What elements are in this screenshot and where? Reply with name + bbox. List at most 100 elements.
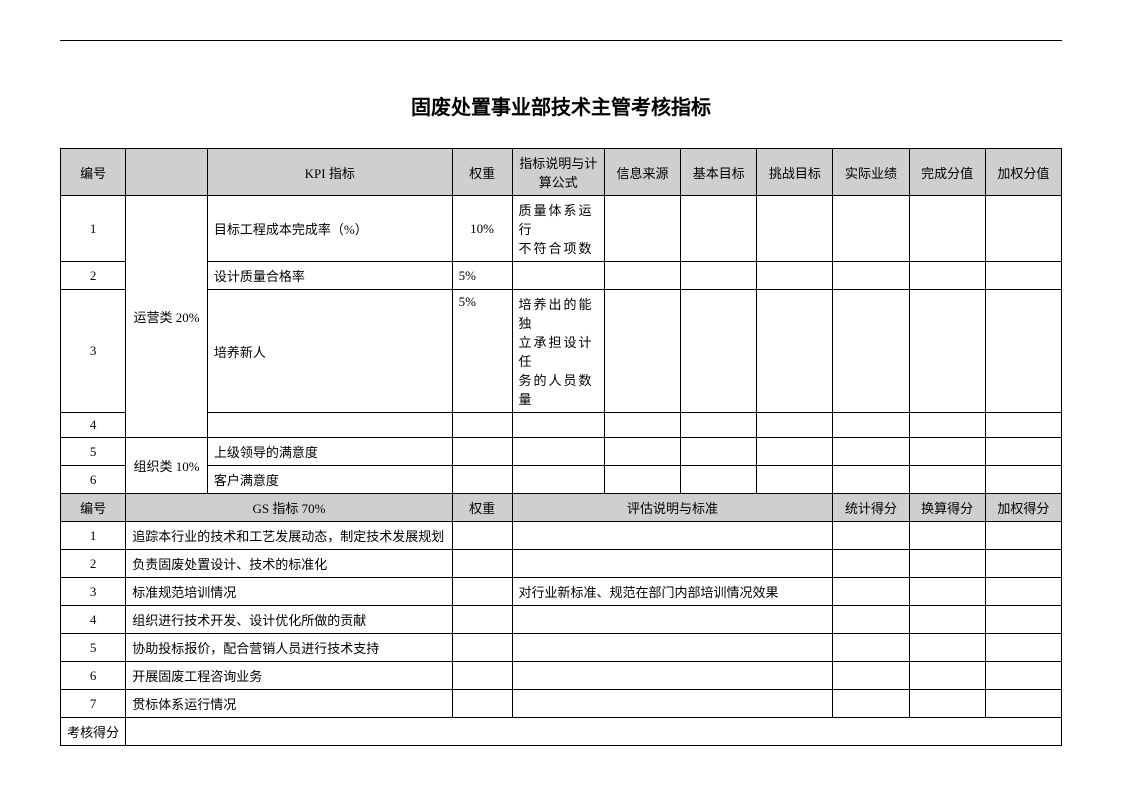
table-row: 3 标准规范培训情况 对行业新标准、规范在部门内部培训情况效果 <box>61 578 1062 606</box>
table-row: 4 <box>61 413 1062 438</box>
table-row: 7 贯标体系运行情况 <box>61 690 1062 718</box>
kpi-h-formula: 指标说明与计 算公式 <box>512 149 604 196</box>
table-row: 2 设计质量合格率 5% <box>61 262 1062 290</box>
gs-2-w <box>985 550 1061 578</box>
category-organization: 组织类 10% <box>126 438 208 494</box>
gs-7-stat <box>833 690 909 718</box>
gs-2-conv <box>909 550 985 578</box>
kpi-6-act <box>833 466 909 494</box>
footer-label: 考核得分 <box>61 718 126 746</box>
kpi-4-num: 4 <box>61 413 126 438</box>
kpi-5-weight <box>452 438 512 466</box>
kpi-6-score <box>909 466 985 494</box>
kpi-5-num: 5 <box>61 438 126 466</box>
table-row: 1 追踪本行业的技术和工艺发展动态，制定技术发展规划 <box>61 522 1062 550</box>
gs-7-weight <box>452 690 512 718</box>
gs-1-conv <box>909 522 985 550</box>
gs-7-conv <box>909 690 985 718</box>
kpi-1-src <box>604 196 680 262</box>
kpi-2-src <box>604 262 680 290</box>
table-row: 5 组织类 10% 上级领导的满意度 <box>61 438 1062 466</box>
kpi-4-basic <box>681 413 757 438</box>
kpi-3-basic <box>681 290 757 413</box>
kpi-4-metric <box>207 413 452 438</box>
kpi-h-metric: KPI 指标 <box>207 149 452 196</box>
kpi-3-desc: 培养出的能独 立承担设计任 务的人员数量 <box>512 290 604 413</box>
kpi-h-source: 信息来源 <box>604 149 680 196</box>
table-row: 5 协助投标报价，配合营销人员进行技术支持 <box>61 634 1062 662</box>
kpi-h-basic: 基本目标 <box>681 149 757 196</box>
gs-3-metric: 标准规范培训情况 <box>126 578 452 606</box>
gs-h-stat: 统计得分 <box>833 494 909 522</box>
gs-7-w <box>985 690 1061 718</box>
gs-3-stat <box>833 578 909 606</box>
kpi-6-num: 6 <box>61 466 126 494</box>
gs-2-metric: 负责固废处置设计、技术的标准化 <box>126 550 452 578</box>
kpi-h-num: 编号 <box>61 149 126 196</box>
kpi-h-formula-l1: 指标说明与计 <box>519 156 597 171</box>
gs-3-w <box>985 578 1061 606</box>
kpi-4-act <box>833 413 909 438</box>
kpi-2-desc <box>512 262 604 290</box>
kpi-2-basic <box>681 262 757 290</box>
kpi-1-weight: 10% <box>452 196 512 262</box>
table-row: 1 运营类 20% 目标工程成本完成率（%） 10% 质量体系运行 不符合项数 <box>61 196 1062 262</box>
kpi-h-actual: 实际业绩 <box>833 149 909 196</box>
gs-h-num: 编号 <box>61 494 126 522</box>
kpi-4-chal <box>757 413 833 438</box>
gs-4-weight <box>452 606 512 634</box>
kpi-1-desc: 质量体系运行 不符合项数 <box>512 196 604 262</box>
gs-1-w <box>985 522 1061 550</box>
gs-3-weight <box>452 578 512 606</box>
gs-h-weighted: 加权得分 <box>985 494 1061 522</box>
kpi-4-src <box>604 413 680 438</box>
kpi-1-desc-l2: 不符合项数 <box>519 241 594 256</box>
gs-1-num: 1 <box>61 522 126 550</box>
kpi-header-row: 编号 KPI 指标 权重 指标说明与计 算公式 信息来源 基本目标 挑战目标 实… <box>61 149 1062 196</box>
kpi-1-metric: 目标工程成本完成率（%） <box>207 196 452 262</box>
gs-h-desc: 评估说明与标准 <box>512 494 833 522</box>
gs-6-weight <box>452 662 512 690</box>
kpi-2-weight: 5% <box>452 262 512 290</box>
kpi-3-score <box>909 290 985 413</box>
kpi-h-weight: 权重 <box>452 149 512 196</box>
gs-2-num: 2 <box>61 550 126 578</box>
gs-1-stat <box>833 522 909 550</box>
table-row: 6 客户满意度 <box>61 466 1062 494</box>
kpi-2-act <box>833 262 909 290</box>
kpi-5-desc <box>512 438 604 466</box>
gs-2-desc <box>512 550 833 578</box>
gs-6-conv <box>909 662 985 690</box>
kpi-3-weight: 5% <box>452 290 512 413</box>
kpi-5-metric: 上级领导的满意度 <box>207 438 452 466</box>
gs-6-metric: 开展固废工程咨询业务 <box>126 662 452 690</box>
kpi-3-chal <box>757 290 833 413</box>
gs-5-w <box>985 634 1061 662</box>
kpi-5-score <box>909 438 985 466</box>
gs-4-w <box>985 606 1061 634</box>
kpi-1-score <box>909 196 985 262</box>
table-row: 2 负责固废处置设计、技术的标准化 <box>61 550 1062 578</box>
gs-7-num: 7 <box>61 690 126 718</box>
kpi-2-num: 2 <box>61 262 126 290</box>
kpi-3-metric: 培养新人 <box>207 290 452 413</box>
kpi-h-formula-l2: 算公式 <box>539 175 578 190</box>
kpi-2-wscore <box>985 262 1061 290</box>
kpi-4-desc <box>512 413 604 438</box>
kpi-h-challenge: 挑战目标 <box>757 149 833 196</box>
kpi-1-num: 1 <box>61 196 126 262</box>
kpi-3-desc-l3: 务的人员数量 <box>519 373 594 407</box>
gs-h-conv: 换算得分 <box>909 494 985 522</box>
kpi-1-act <box>833 196 909 262</box>
gs-4-stat <box>833 606 909 634</box>
kpi-2-chal <box>757 262 833 290</box>
kpi-6-weight <box>452 466 512 494</box>
category-operations: 运营类 20% <box>126 196 208 438</box>
kpi-3-wscore <box>985 290 1061 413</box>
kpi-5-chal <box>757 438 833 466</box>
gs-2-stat <box>833 550 909 578</box>
kpi-6-basic <box>681 466 757 494</box>
gs-header-row: 编号 GS 指标 70% 权重 评估说明与标准 统计得分 换算得分 加权得分 <box>61 494 1062 522</box>
gs-5-metric: 协助投标报价，配合营销人员进行技术支持 <box>126 634 452 662</box>
gs-7-metric: 贯标体系运行情况 <box>126 690 452 718</box>
